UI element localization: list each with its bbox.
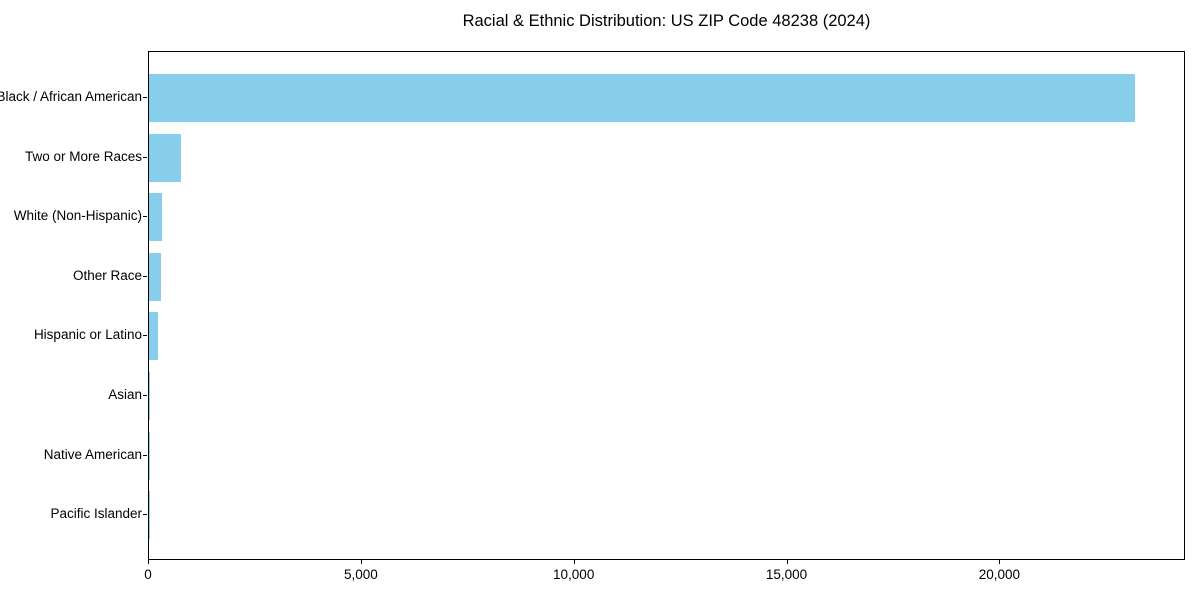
y-tick-mark xyxy=(143,454,147,456)
x-tick-mark xyxy=(999,560,1001,564)
bar-two-or-more-races xyxy=(149,133,181,182)
chart-title: Racial & Ethnic Distribution: US ZIP Cod… xyxy=(462,12,871,30)
y-tick-mark xyxy=(143,275,147,277)
y-category-label-black-african-american: Black / African American xyxy=(0,89,142,104)
y-category-label-other-race: Other Race xyxy=(72,267,142,283)
bar-other-race xyxy=(149,252,162,301)
x-tick-mark xyxy=(786,560,788,564)
bar-hispanic-or-latino xyxy=(149,312,158,361)
bar-asian xyxy=(149,372,151,420)
bar-native-american xyxy=(149,431,150,480)
y-tick-mark xyxy=(143,395,147,396)
y-category-label-hispanic-or-latino: Hispanic or Latino xyxy=(33,327,142,343)
x-tick-mark xyxy=(148,560,149,564)
y-tick-mark xyxy=(143,156,147,158)
bar-white-non-hispanic xyxy=(149,193,163,242)
x-tick-label-20-000: 20,000 xyxy=(978,567,1021,582)
x-tick-label-0: 0 xyxy=(144,567,152,582)
y-tick-mark xyxy=(143,514,147,516)
x-tick-label-15-000: 15,000 xyxy=(765,567,808,582)
bar-black-african-american xyxy=(149,74,1135,122)
y-tick-mark xyxy=(143,97,147,98)
x-tick-mark xyxy=(573,560,575,564)
y-category-label-asian: Asian xyxy=(108,387,142,402)
x-tick-label-5-000: 5,000 xyxy=(343,567,378,582)
y-category-label-white-non-hispanic: White (Non-Hispanic) xyxy=(13,208,142,224)
x-tick-label-10-000: 10,000 xyxy=(553,567,595,582)
y-category-label-native-american: Native American xyxy=(43,446,142,462)
plot-area xyxy=(148,51,1185,560)
y-category-label-pacific-islander: Pacific Islander xyxy=(50,506,142,522)
y-tick-mark xyxy=(143,216,147,218)
y-category-label-two-or-more-races: Two or More Races xyxy=(24,148,142,164)
x-tick-mark xyxy=(360,560,362,564)
y-tick-mark xyxy=(143,335,147,337)
